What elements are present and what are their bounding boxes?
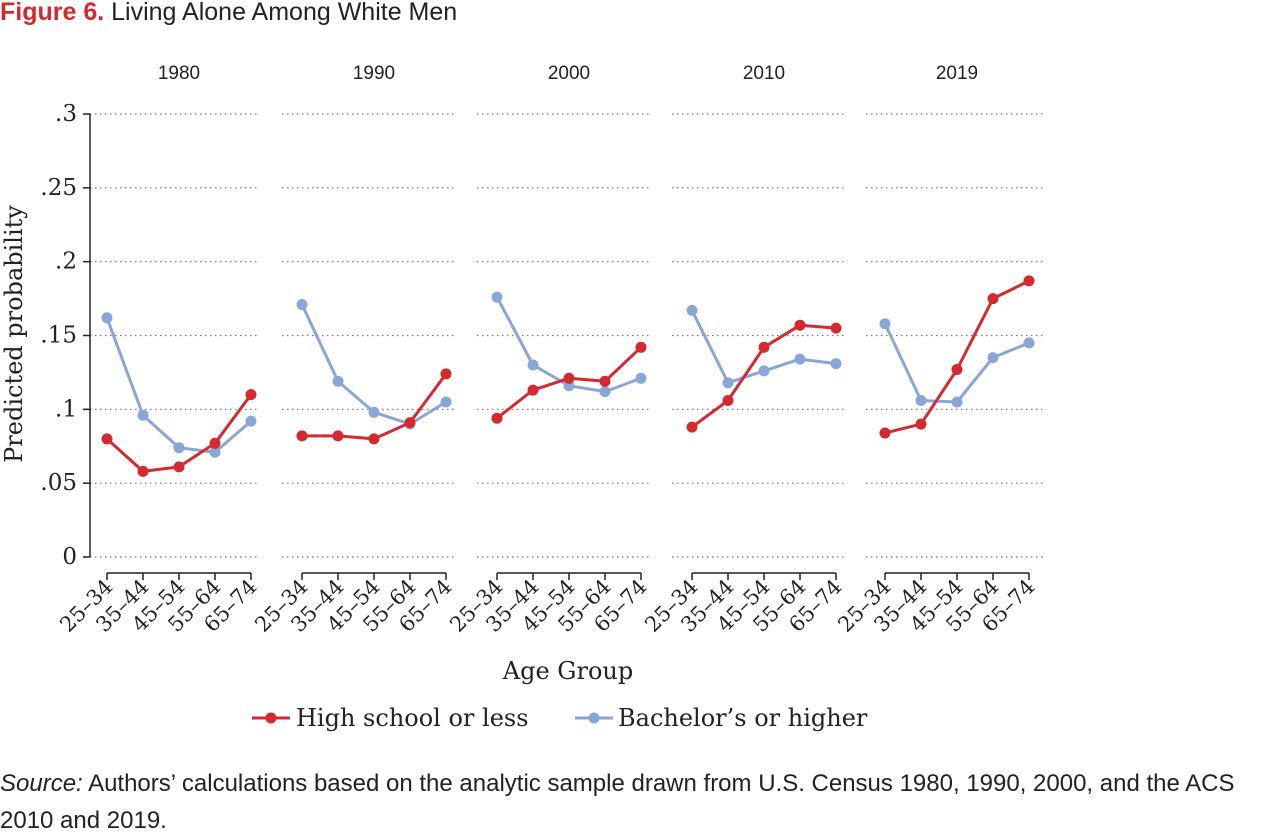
source-text: Authors’ calculations based on the analy…	[0, 770, 1235, 834]
point-high-school	[879, 427, 891, 439]
point-high-school	[173, 461, 185, 473]
point-bachelors	[987, 352, 999, 364]
y-tick-label: .05	[40, 470, 77, 496]
point-bachelors	[1023, 337, 1035, 349]
panel-title: 1990	[353, 63, 395, 84]
y-tick-label: 0	[62, 544, 77, 570]
point-high-school	[686, 421, 698, 433]
legend: High school or less Bachelor’s or higher	[252, 704, 868, 732]
point-bachelors	[794, 353, 806, 365]
point-high-school	[368, 433, 380, 445]
point-bachelors	[137, 409, 149, 421]
panel-title: 2019	[936, 63, 978, 84]
series-line-bachelors	[105, 317, 252, 454]
point-bachelors	[101, 312, 113, 324]
point-bachelors	[440, 396, 452, 408]
point-high-school	[915, 418, 927, 430]
y-tick-label: .25	[40, 175, 77, 201]
point-bachelors	[686, 304, 698, 316]
point-high-school	[527, 384, 539, 396]
legend-label-bachelors: Bachelor’s or higher	[618, 704, 868, 732]
figure-number: Figure 6.	[0, 0, 105, 26]
point-bachelors	[173, 442, 185, 454]
point-high-school	[1023, 275, 1035, 287]
point-high-school	[332, 430, 344, 442]
legend-marker-bachelors	[588, 712, 600, 724]
point-high-school	[491, 412, 503, 424]
point-high-school	[987, 293, 999, 305]
point-bachelors	[332, 375, 344, 387]
point-bachelors	[951, 396, 963, 408]
point-high-school	[245, 389, 257, 401]
axes: 0.05.1.15.2.25.3198025–3435–4445–5455–64…	[40, 63, 1039, 637]
point-high-school	[635, 341, 647, 353]
point-high-school	[794, 319, 806, 331]
point-high-school	[563, 372, 575, 384]
point-bachelors	[296, 299, 308, 310]
source-note: Source: Authors’ calculations based on t…	[0, 765, 1280, 839]
figure-title: Figure 6. Living Alone Among White Men	[0, 0, 457, 27]
point-high-school	[296, 430, 308, 442]
legend-marker-high-school	[265, 712, 277, 724]
x-axis-label: Age Group	[502, 657, 633, 685]
y-tick-label: .15	[40, 323, 77, 349]
point-bachelors	[635, 372, 647, 384]
point-bachelors	[915, 395, 927, 406]
point-bachelors	[209, 446, 221, 458]
point-bachelors	[830, 358, 842, 370]
point-high-school	[951, 364, 963, 375]
point-bachelors	[722, 377, 734, 389]
point-high-school	[599, 375, 611, 387]
point-high-school	[830, 322, 842, 334]
series-line-high-school	[302, 373, 448, 441]
point-high-school	[101, 433, 113, 445]
point-bachelors	[368, 406, 380, 418]
source-label: Source:	[0, 770, 83, 797]
point-high-school	[758, 341, 770, 353]
figure-title-text: Living Alone Among White Men	[111, 0, 458, 26]
panel-title: 1980	[158, 63, 200, 84]
point-bachelors	[491, 291, 503, 303]
panel-title: 2000	[548, 63, 590, 84]
series-line-high-school	[884, 279, 1030, 435]
series-line-high-school	[105, 393, 253, 473]
point-high-school	[209, 437, 221, 449]
y-tick-label: .1	[55, 396, 77, 422]
y-tick-label: .3	[55, 101, 77, 127]
chart: 0.05.1.15.2.25.3198025–3435–4445–5455–64…	[0, 63, 1044, 732]
point-high-school	[440, 368, 452, 380]
data-series	[101, 275, 1035, 477]
point-high-school	[137, 465, 149, 477]
point-bachelors	[879, 318, 891, 330]
point-bachelors	[599, 386, 611, 398]
point-high-school	[404, 417, 416, 429]
y-tick-label: .2	[55, 249, 77, 275]
point-high-school	[722, 395, 734, 406]
point-bachelors	[527, 359, 539, 371]
grid-lines	[90, 113, 1044, 558]
panel-title: 2010	[743, 63, 785, 84]
series-line-bachelors	[300, 303, 447, 426]
legend-label-high-school: High school or less	[296, 704, 529, 732]
point-bachelors	[758, 365, 770, 377]
y-axis-label: Predicted probability	[0, 205, 28, 463]
point-bachelors	[245, 415, 257, 427]
